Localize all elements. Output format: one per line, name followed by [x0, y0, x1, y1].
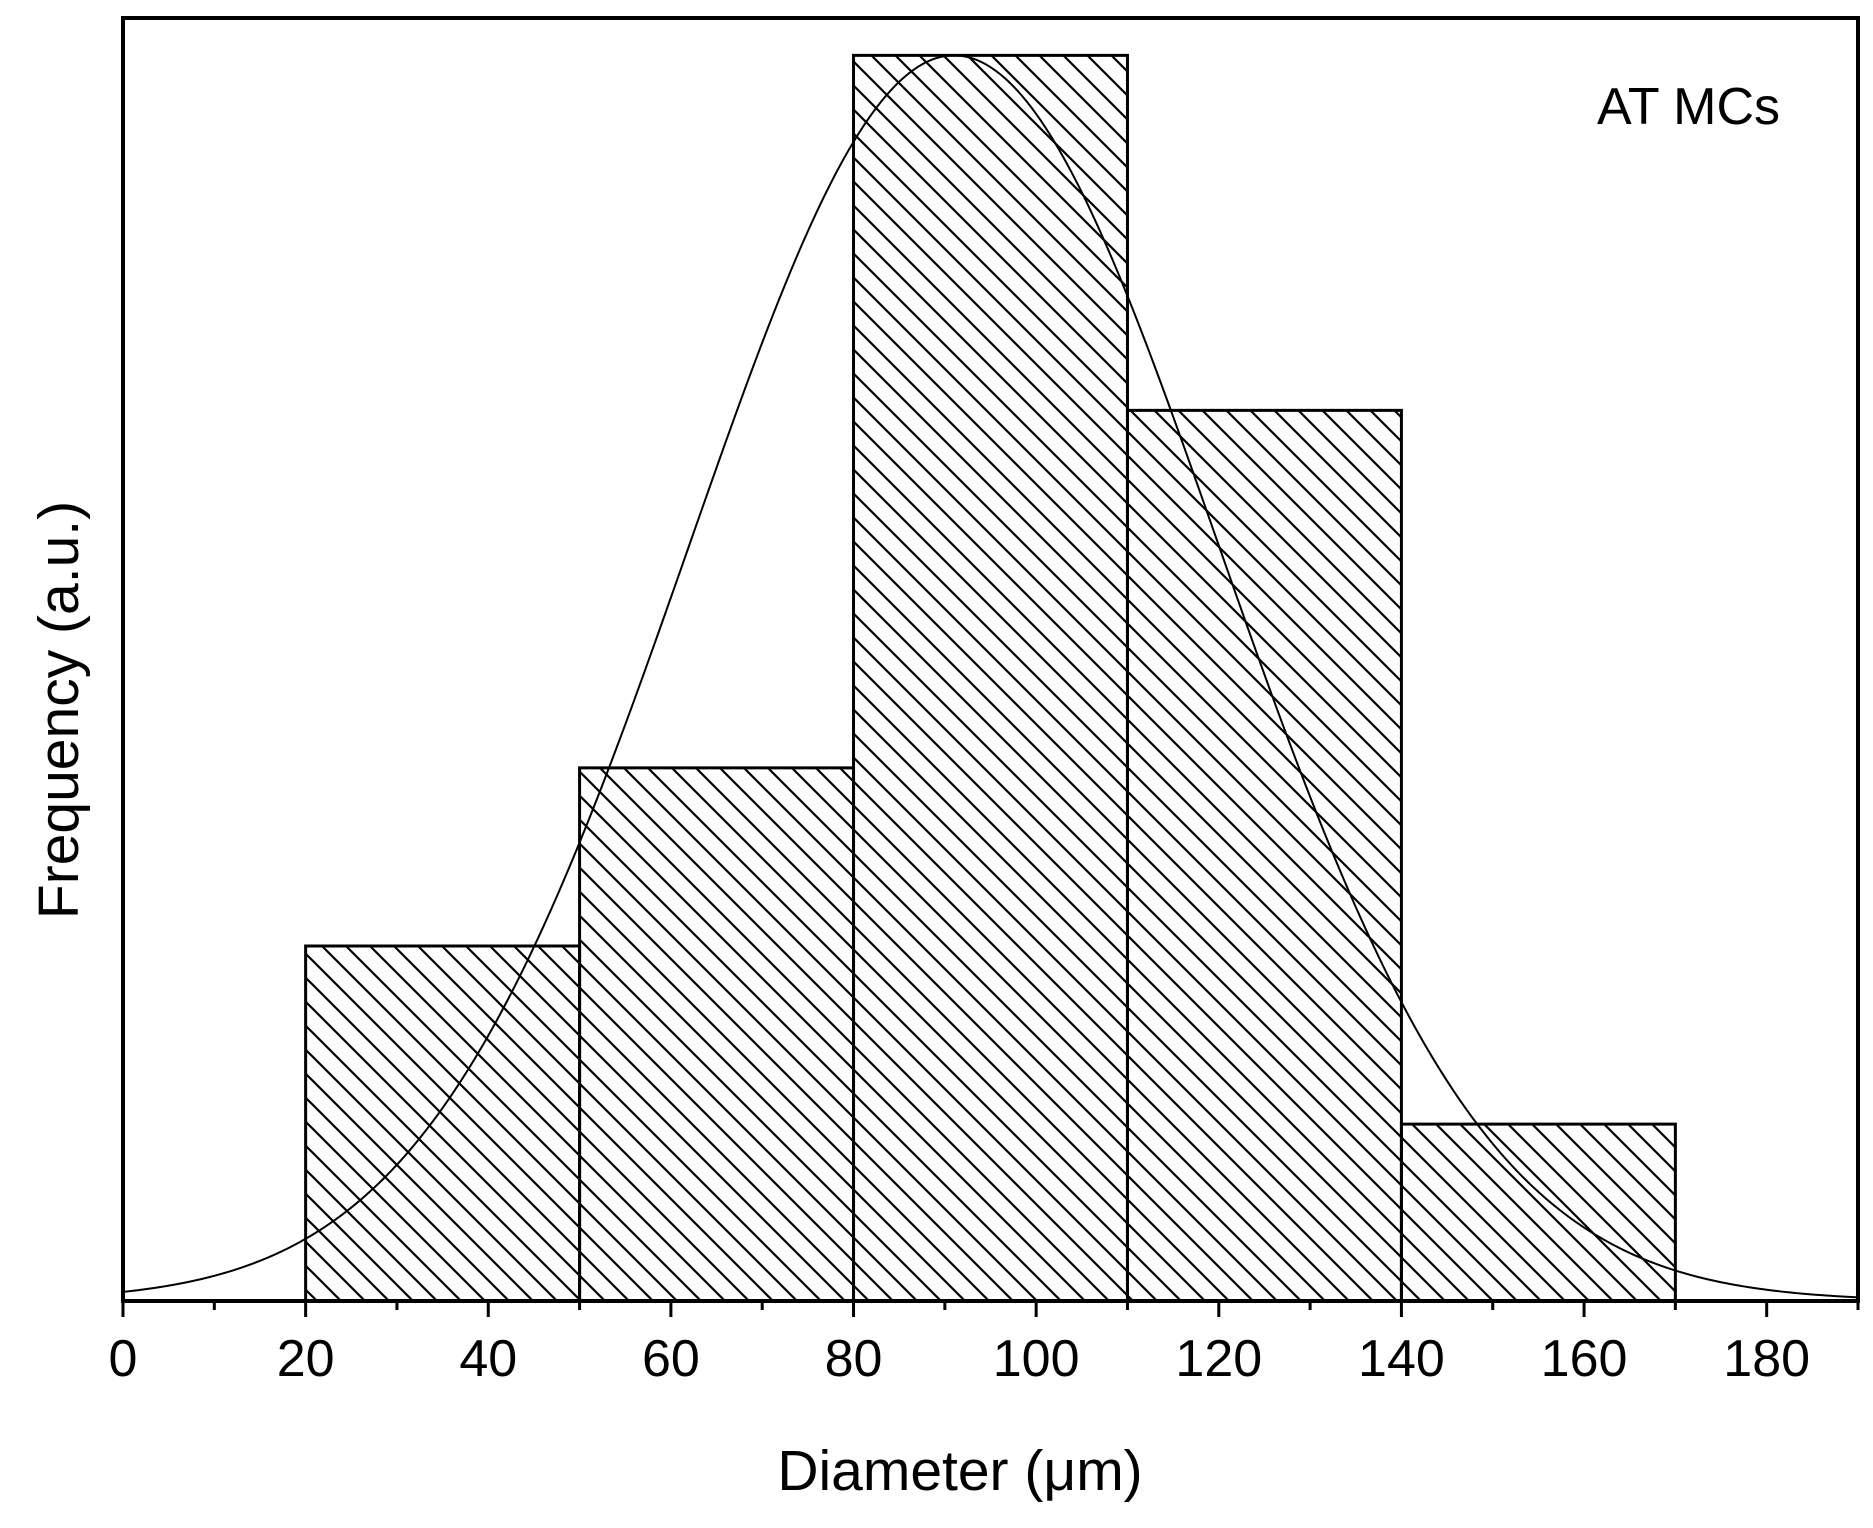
- histogram-bar-110-140: [1125, 408, 1403, 1303]
- x-axis-tick-labels: 0 20 40 60 80 100 120 140 160 180: [109, 1330, 1811, 1388]
- histogram-bar-50-80: [578, 766, 856, 1303]
- annotation-label: AT MCs: [1597, 78, 1780, 136]
- plot-frame: [121, 16, 1860, 1303]
- x-tick-label-180: 180: [1723, 1330, 1810, 1388]
- histogram-bars: [304, 53, 1677, 1303]
- histogram-bar-80-110: [852, 53, 1129, 1303]
- x-tick-label-140: 140: [1358, 1330, 1445, 1388]
- x-tick-label-100: 100: [993, 1330, 1080, 1388]
- x-tick-label-80: 80: [825, 1330, 883, 1388]
- x-axis-ticks: [121, 1301, 1860, 1317]
- x-tick-label-20: 20: [277, 1330, 335, 1388]
- histogram-bar-20-50: [304, 944, 582, 1303]
- gaussian-fit-curve: [123, 54, 1858, 1299]
- x-tick-label-60: 60: [642, 1330, 700, 1388]
- x-tick-label-0: 0: [109, 1330, 138, 1388]
- histogram-bar-140-170: [1399, 1122, 1677, 1303]
- x-tick-label-120: 120: [1175, 1330, 1262, 1388]
- x-tick-label-160: 160: [1541, 1330, 1628, 1388]
- x-tick-label-40: 40: [459, 1330, 517, 1388]
- x-axis-title: Diameter (μm): [777, 1439, 1142, 1503]
- y-axis-title: Frequency (a.u.): [27, 501, 91, 919]
